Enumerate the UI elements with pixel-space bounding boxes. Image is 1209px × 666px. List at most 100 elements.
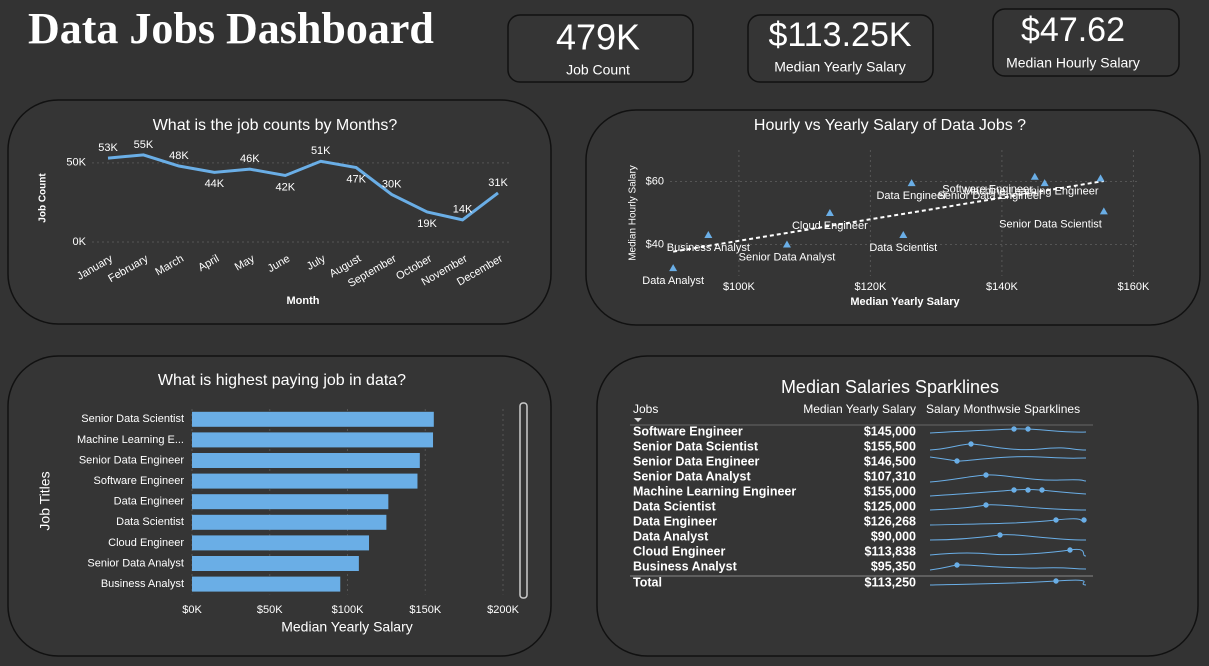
sparkline-dot bbox=[1053, 517, 1059, 523]
chart-title: What is highest paying job in data? bbox=[158, 372, 406, 389]
bar bbox=[192, 453, 420, 468]
table-cell: $146,500 bbox=[864, 454, 916, 468]
y-tick-label: Cloud Engineer bbox=[108, 537, 184, 549]
sparkline-dot bbox=[997, 532, 1003, 538]
point bbox=[907, 179, 916, 187]
data-label: 44K bbox=[205, 178, 225, 190]
data-label: 46K bbox=[240, 153, 260, 165]
dashboard-title: Data Jobs Dashboard bbox=[28, 4, 434, 53]
table-cell: Senior Data Analyst bbox=[633, 469, 751, 483]
table-total: $113,250 bbox=[865, 575, 916, 589]
bar bbox=[192, 411, 434, 427]
table-header: Median Yearly Salary bbox=[803, 402, 916, 416]
data-label: 31K bbox=[488, 177, 508, 189]
table-title: Median Salaries Sparklines bbox=[781, 377, 999, 397]
sparklines bbox=[929, 426, 1087, 586]
chart-title: Hourly vs Yearly Salary of Data Jobs ? bbox=[754, 117, 1026, 134]
x-axis-title: Month bbox=[287, 295, 320, 307]
kpi-value: $47.62 bbox=[1021, 11, 1125, 49]
point-label: Business Analyst bbox=[667, 242, 750, 254]
data-label: 42K bbox=[275, 181, 295, 193]
point-label: Machine Learning Engineer bbox=[964, 185, 1099, 197]
y-tick-label: $40 bbox=[646, 238, 664, 250]
sparkline-dot bbox=[968, 441, 974, 447]
point-label: Senior Data Scientist bbox=[999, 218, 1102, 230]
sparkline-dot bbox=[1039, 487, 1045, 493]
table-header: Jobs bbox=[633, 402, 658, 416]
table-cell: $155,500 bbox=[864, 439, 916, 453]
sparkline-dot bbox=[1011, 426, 1017, 432]
point bbox=[704, 231, 713, 239]
sparkline-dot bbox=[1011, 487, 1017, 493]
sparkline bbox=[929, 443, 1087, 451]
bar bbox=[192, 432, 434, 448]
bar bbox=[192, 494, 389, 510]
x-tick-label: $50K bbox=[257, 604, 283, 616]
sparkline bbox=[929, 474, 1087, 483]
trendline bbox=[672, 180, 1104, 253]
table-header: Salary Monthwsie Sparklines bbox=[926, 402, 1080, 416]
sparkline-dot bbox=[983, 502, 989, 508]
point bbox=[825, 209, 834, 216]
data-label: 53K bbox=[98, 142, 118, 154]
point bbox=[1096, 174, 1105, 182]
kpi-value: 479K bbox=[556, 17, 640, 58]
table-cell: Business Analyst bbox=[633, 559, 738, 573]
bar bbox=[192, 535, 370, 551]
point bbox=[669, 264, 678, 272]
y-axis-title: Job Titles bbox=[37, 471, 53, 530]
table-cell: Data Analyst bbox=[633, 529, 709, 543]
y-tick-label: Business Analyst bbox=[101, 578, 184, 590]
sparkline-dot bbox=[954, 458, 960, 464]
sparkline-dot bbox=[1053, 578, 1059, 584]
x-tick-label: $100K bbox=[332, 604, 364, 616]
x-tick-label: $140K bbox=[986, 281, 1018, 293]
y-tick-label: Software Engineer bbox=[94, 475, 185, 487]
table-cell: Machine Learning Engineer bbox=[633, 484, 796, 498]
kpi-value: $113.25K bbox=[768, 16, 911, 54]
data-label: 47K bbox=[346, 173, 366, 185]
point-label: Cloud Engineer bbox=[792, 220, 868, 232]
bar bbox=[192, 514, 387, 530]
sparkline-dot bbox=[1081, 517, 1087, 523]
data-label: 48K bbox=[169, 150, 189, 162]
sparkline bbox=[929, 518, 1087, 526]
table-cell: $125,000 bbox=[864, 499, 916, 513]
table-cell: Data Scientist bbox=[633, 499, 717, 513]
kpi-label: Median Yearly Salary bbox=[774, 59, 906, 75]
point bbox=[1099, 207, 1108, 215]
panel bbox=[585, 109, 1201, 326]
kpi-card bbox=[747, 14, 934, 83]
scrollbar[interactable] bbox=[519, 402, 528, 599]
data-label: 55K bbox=[134, 139, 154, 151]
table-cell: $107,310 bbox=[864, 469, 916, 483]
kpi-card bbox=[507, 14, 694, 83]
point-label: Data Engineer bbox=[876, 190, 947, 202]
point bbox=[1030, 172, 1039, 180]
point-label: Senior Data Analyst bbox=[739, 251, 836, 263]
y-tick-label: Senior Data Analyst bbox=[87, 557, 184, 569]
bar bbox=[192, 473, 418, 489]
y-axis-title: Median Hourly Salary bbox=[628, 165, 639, 261]
table-total: Total bbox=[633, 575, 662, 589]
point bbox=[899, 231, 908, 239]
x-tick-label: $200K bbox=[487, 604, 519, 616]
y-tick-label: Machine Learning E... bbox=[77, 434, 184, 446]
table-cell: $95,350 bbox=[871, 559, 916, 573]
x-tick-label: $150K bbox=[409, 604, 441, 616]
sort-icon[interactable] bbox=[634, 418, 642, 422]
y-tick-label: 50K bbox=[66, 157, 86, 169]
y-tick-label: 0K bbox=[73, 236, 87, 248]
table-cell: Senior Data Scientist bbox=[633, 439, 759, 453]
sparkline bbox=[929, 456, 1087, 462]
sparkline bbox=[929, 548, 1087, 557]
kpi-label: Job Count bbox=[566, 62, 630, 78]
table-cell: $126,268 bbox=[864, 514, 916, 528]
data-label: 30K bbox=[382, 178, 402, 190]
x-tick-label: $120K bbox=[855, 281, 887, 293]
bar bbox=[192, 576, 341, 592]
sparkline-dot bbox=[983, 472, 989, 478]
line bbox=[107, 153, 499, 222]
y-tick-label: Senior Data Scientist bbox=[81, 413, 184, 425]
point bbox=[1040, 179, 1049, 187]
